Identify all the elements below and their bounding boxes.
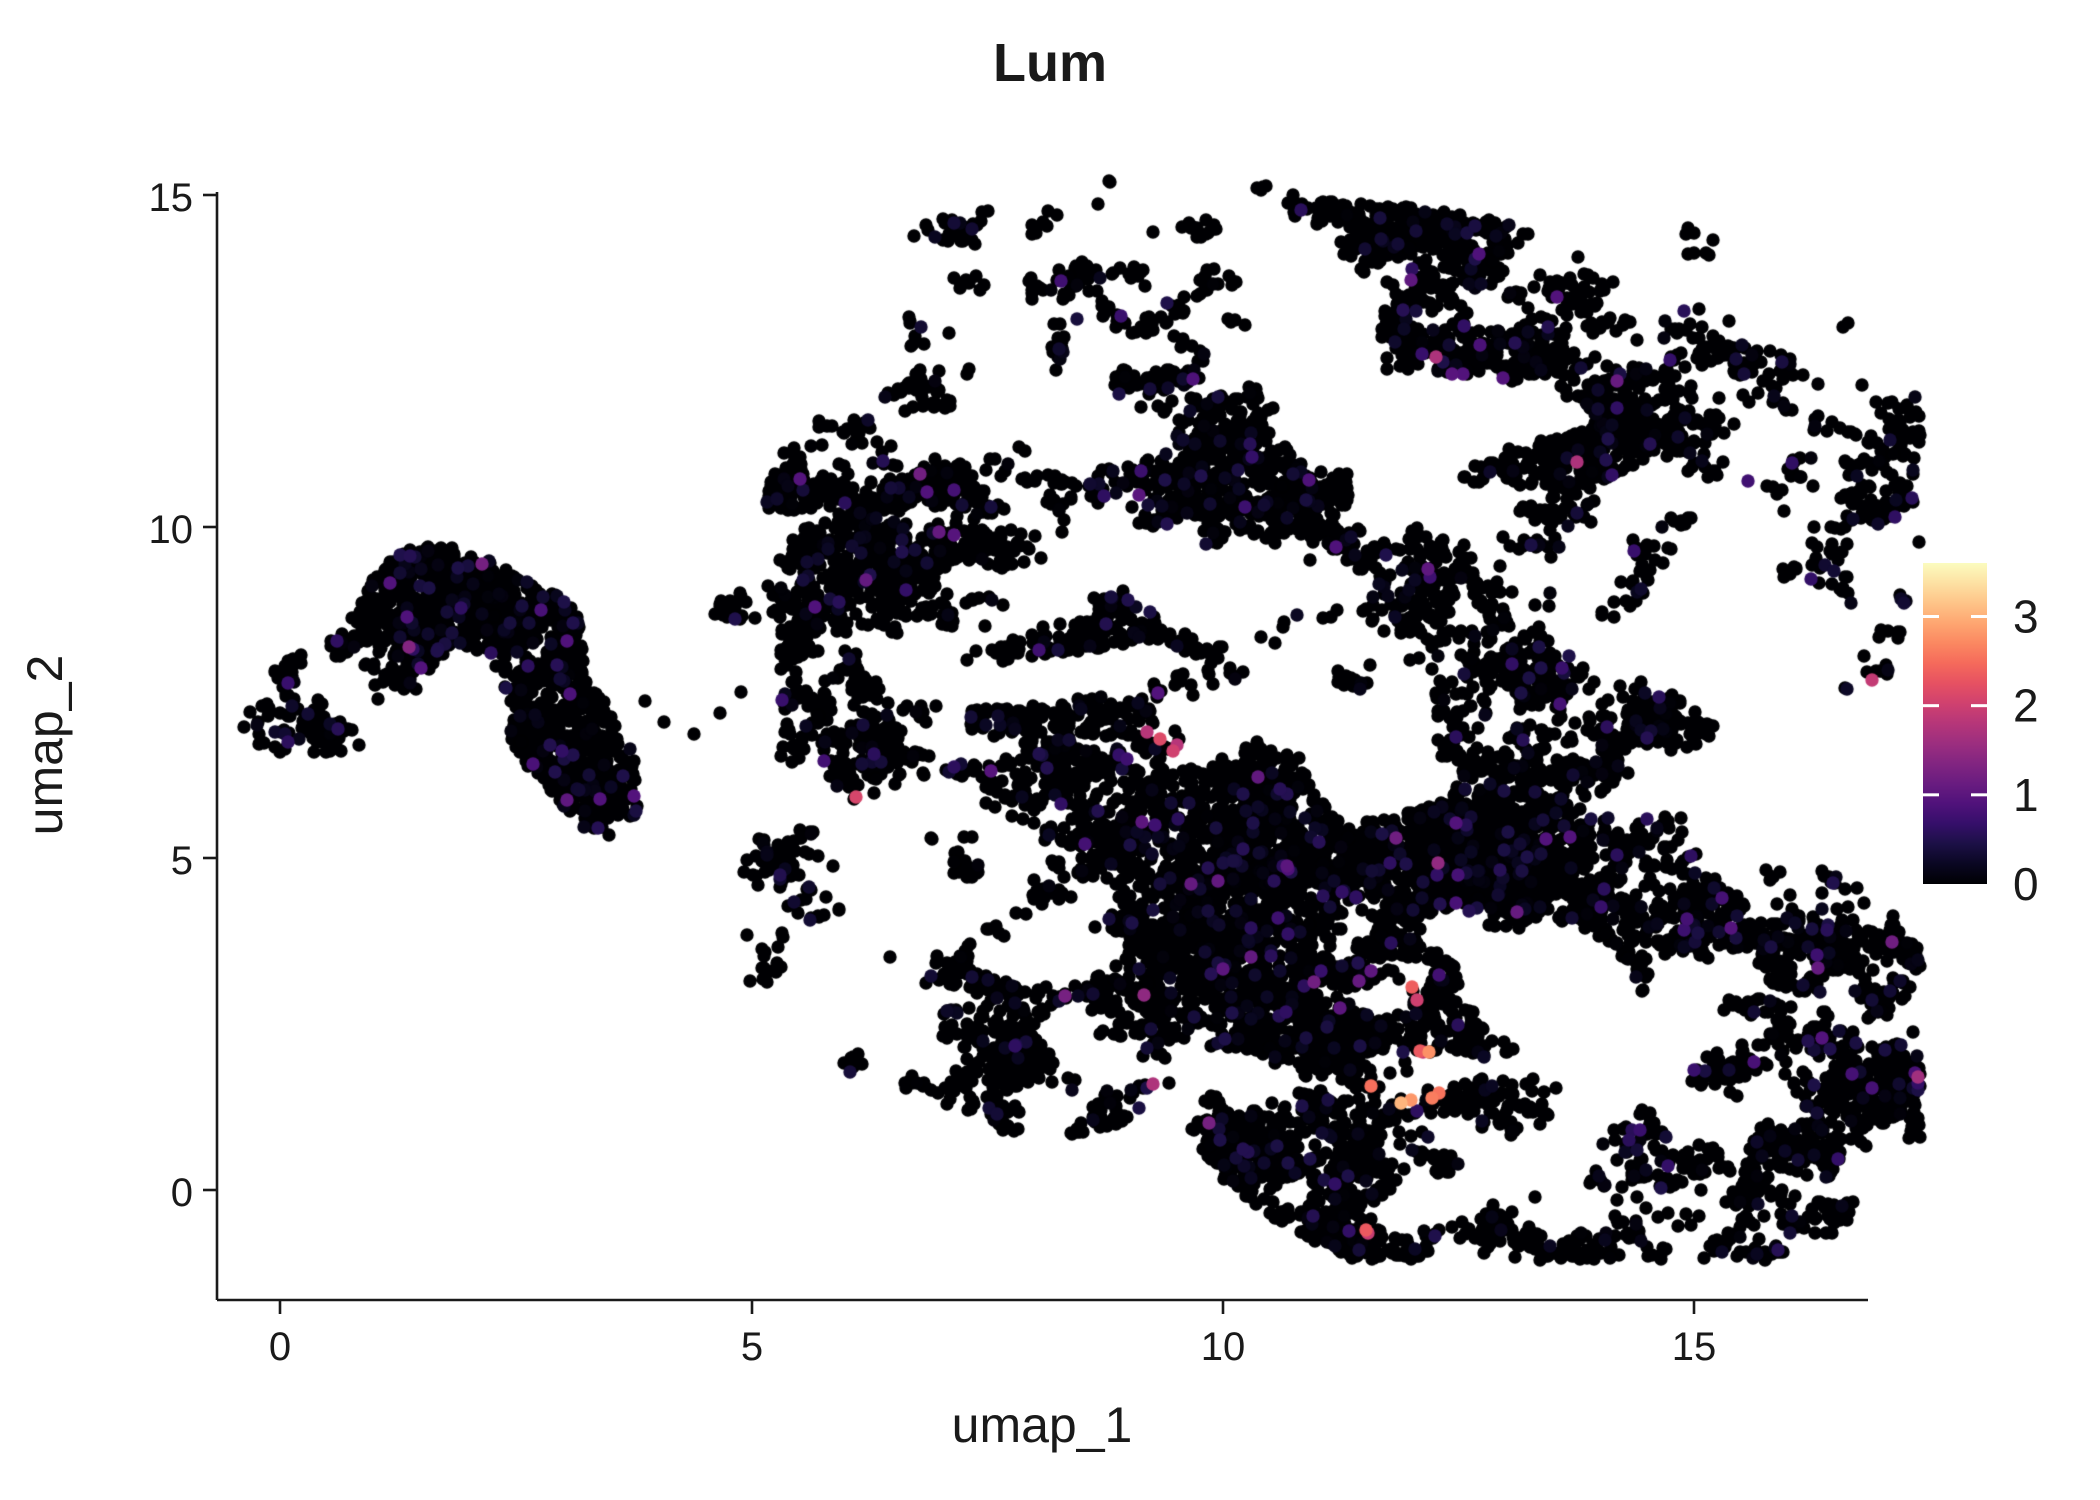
svg-text:15: 15 bbox=[149, 176, 194, 220]
svg-text:0: 0 bbox=[269, 1325, 291, 1369]
svg-text:3: 3 bbox=[2013, 591, 2039, 643]
svg-text:umap_1: umap_1 bbox=[952, 1397, 1133, 1453]
svg-text:15: 15 bbox=[1672, 1325, 1717, 1369]
svg-text:10: 10 bbox=[1201, 1325, 1246, 1369]
svg-text:2: 2 bbox=[2013, 680, 2039, 732]
svg-text:0: 0 bbox=[2013, 858, 2039, 910]
svg-text:umap_2: umap_2 bbox=[17, 655, 73, 836]
svg-text:0: 0 bbox=[171, 1171, 193, 1215]
svg-text:10: 10 bbox=[149, 508, 194, 552]
svg-text:5: 5 bbox=[741, 1325, 763, 1369]
svg-text:5: 5 bbox=[171, 839, 193, 883]
svg-text:1: 1 bbox=[2013, 769, 2039, 821]
